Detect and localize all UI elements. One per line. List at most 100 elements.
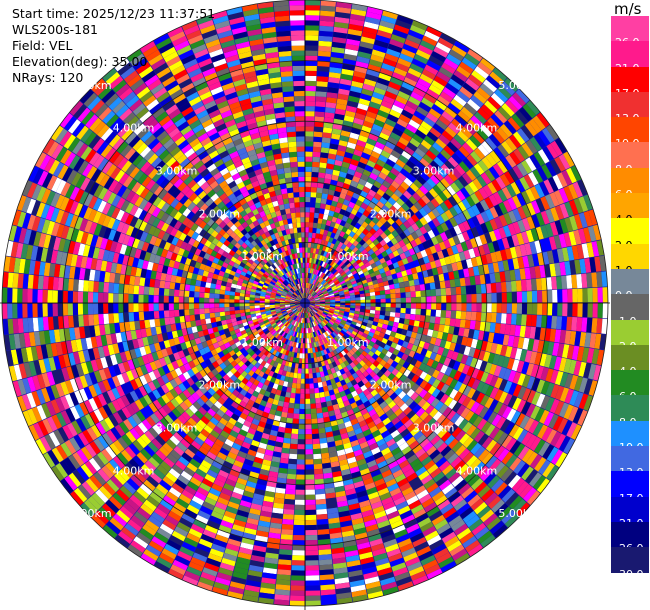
radar-gate [409, 285, 416, 292]
radar-gate [328, 77, 341, 84]
radar-gate [406, 173, 417, 183]
radar-gate [369, 272, 376, 278]
radar-gate [390, 76, 404, 86]
radar-gate [509, 134, 522, 149]
radar-gate [325, 252, 331, 258]
radar-gate [566, 275, 573, 289]
radar-gate [383, 123, 394, 132]
radar-gate [466, 229, 475, 240]
radar-gate [453, 270, 460, 279]
radar-gate [338, 261, 345, 268]
radar-gate [305, 419, 312, 425]
radar-gate [305, 545, 318, 551]
radar-gate [488, 166, 500, 179]
radar-gate [305, 424, 312, 430]
radar-gate [315, 106, 326, 113]
radar-gate [325, 168, 334, 175]
radar-gate [379, 239, 387, 247]
radar-gate [487, 332, 495, 343]
radar-gate [516, 128, 530, 143]
radar-gate [363, 286, 370, 291]
radar-gate [368, 133, 379, 142]
radar-gate [335, 303, 341, 305]
radar-gate [345, 300, 351, 303]
radar-gate [349, 295, 356, 299]
radar-gate [368, 155, 379, 164]
radar-gate [325, 285, 331, 290]
radar-gate [544, 328, 552, 342]
radar-gate [472, 266, 480, 276]
radar-gate [329, 305, 336, 308]
radar-gate [507, 223, 517, 236]
radar-gate [400, 308, 406, 314]
radar-gate [423, 276, 430, 284]
radar-gate [384, 90, 397, 100]
radar-gate [293, 535, 305, 541]
radar-gate [352, 233, 359, 241]
radar-gate [475, 202, 485, 214]
radar-gate [455, 286, 462, 295]
radar-gate [562, 344, 570, 359]
radar-gate [305, 373, 309, 379]
radar-gate [385, 118, 397, 128]
radar-gate [444, 317, 451, 326]
radar-gate [424, 283, 431, 291]
radar-gate [531, 200, 541, 214]
radar-gate [365, 193, 374, 202]
radar-gate [301, 373, 305, 379]
radar-gate [321, 288, 327, 292]
radar-gate [361, 267, 368, 274]
radar-gate [318, 35, 333, 42]
radar-gate [320, 286, 325, 291]
radar-gate [444, 160, 455, 171]
radar-gate [291, 382, 297, 389]
radar-gate [517, 219, 526, 233]
radar-gate [290, 595, 305, 601]
radar-gate [324, 246, 330, 253]
radar-gate [439, 202, 449, 212]
radar-gate [525, 139, 538, 154]
radar-gate [414, 237, 422, 246]
radar-gate [402, 275, 409, 282]
radar-gate [559, 218, 569, 234]
radar-gate [355, 199, 363, 207]
radar-gate [407, 67, 422, 78]
radar-gate [355, 267, 362, 273]
radar-gate [314, 296, 320, 300]
radar-gate [300, 378, 305, 384]
radar-gate [338, 278, 345, 283]
radar-gate [333, 270, 339, 276]
radar-gate [557, 289, 563, 303]
radar-gate [596, 349, 605, 366]
radar-gate [416, 303, 422, 309]
radar-gate [305, 348, 308, 354]
radar-gate [433, 323, 440, 332]
radar-gate [325, 299, 331, 301]
radar-gate [329, 306, 335, 310]
radar-gate [350, 196, 358, 204]
radar-gate [480, 284, 487, 294]
radar-gate [309, 222, 314, 228]
radar-gate [346, 206, 353, 213]
radar-gate [374, 291, 381, 296]
radar-gate [380, 224, 388, 232]
radar-gate [349, 307, 356, 311]
radar-gate [396, 197, 405, 207]
radar-gate [497, 261, 505, 272]
radar-gate [376, 77, 390, 86]
radar-gate [495, 176, 506, 189]
radar-gate [519, 244, 528, 257]
radar-gate [305, 292, 306, 298]
radar-gate [446, 185, 456, 196]
radar-gate [596, 318, 603, 334]
radar-gate [476, 303, 482, 312]
radar-gate [333, 279, 339, 284]
radar-gate [320, 0, 336, 7]
radar-gate [374, 141, 385, 150]
radar-gate [423, 322, 430, 329]
radar-gate [460, 126, 473, 139]
radar-gate [462, 157, 474, 170]
radar-gate [507, 117, 521, 131]
radar-gate [441, 62, 456, 74]
radar-gate [481, 156, 493, 169]
